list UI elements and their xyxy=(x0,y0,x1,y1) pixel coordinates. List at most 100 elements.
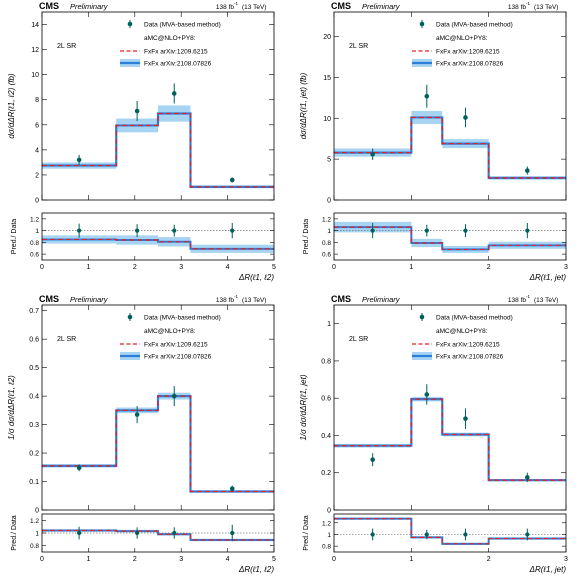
legend-fxfx2-label: FxFx arXiv:2108.07826 xyxy=(144,61,212,68)
legend-fxfx2-label: FxFx arXiv:2108.07826 xyxy=(144,354,212,361)
ratio-data-point xyxy=(525,532,530,537)
y-tick-label: 20 xyxy=(323,34,331,41)
preliminary-label: Preliminary xyxy=(70,295,109,304)
cms-label: CMS xyxy=(331,1,351,11)
fxfx-1209-histogram xyxy=(334,398,566,481)
y-tick-label: 0.2 xyxy=(29,451,39,458)
legend-data-marker xyxy=(127,21,133,27)
fxfx-1209-histogram xyxy=(42,112,274,188)
ratio-frame xyxy=(333,212,567,261)
y-tick-label: 0.2 xyxy=(321,470,331,477)
y-axis-label: 1/σ dσ/dΔR(ℓ1, ℓ2) xyxy=(7,375,16,440)
ratio-panel-bottom-right: 0.8 1 1.2 0 1 2 3 Pred./ Data ΔR(ℓ1, jet) xyxy=(303,513,568,574)
data-point xyxy=(370,151,375,157)
ratio-y-tick-label: 1 xyxy=(35,531,39,538)
x-tick-label: 1 xyxy=(409,264,413,271)
ratio-y-axis-label: Pred./ Data xyxy=(11,515,18,551)
plot-frame xyxy=(333,304,567,511)
legend-fxfx1-label: FxFx arXiv:1209.6215 xyxy=(436,342,500,349)
chart-panel-bottom-left: 0 0.1 0.2 0.3 0.4 0.5 0.6 0.7 1/σ dσ/dΔR(ℓ1, ℓ2)… xyxy=(7,294,276,574)
plot-frame xyxy=(333,11,567,201)
plot-frame xyxy=(41,304,275,511)
plot-frame xyxy=(41,11,275,201)
y-tick-label: 14 xyxy=(31,22,39,29)
region-label: 2L SR xyxy=(57,43,76,50)
y-tick-label: 0.7 xyxy=(29,308,39,315)
energy-label: (13 TeV) xyxy=(242,297,266,304)
y-axis-label: dσ/dΔR(ℓ1, ℓ2) (fb) xyxy=(7,73,16,138)
ratio-panel-top-left: 0.6 0.8 1 1.2 0 1 2 3 4 5 Pred./ Data ΔR(ℓ1, ℓ2) xyxy=(11,212,276,282)
ratio-y-tick-label: 1.2 xyxy=(322,216,331,223)
x-tick-label: 0 xyxy=(332,264,336,271)
ratio-data-point xyxy=(135,228,140,233)
x-tick-label: 2 xyxy=(133,556,137,563)
legend-data-marker xyxy=(419,314,425,320)
x-tick-label: 1 xyxy=(86,556,90,563)
ratio-panel-bottom-left: 0.8 1 1.2 0 1 2 3 4 5 Pred./ Data ΔR(ℓ1, ℓ2) xyxy=(11,513,276,574)
y-tick-label: 12 xyxy=(31,47,39,54)
data-point xyxy=(134,412,140,417)
y-tick-label: 6 xyxy=(35,122,39,129)
x-tick-label: 4 xyxy=(226,264,230,271)
ratio-y-axis-label: Pred./ Data xyxy=(11,219,18,255)
x-tick-label: 5 xyxy=(272,264,276,271)
ratio-data-point xyxy=(463,532,468,537)
data-point xyxy=(424,93,430,99)
x-tick-label: 4 xyxy=(226,556,230,563)
legend-fxfx1-label: FxFx arXiv:1209.6215 xyxy=(144,342,208,349)
data-point xyxy=(525,168,530,173)
ratio-frame xyxy=(41,212,275,261)
ratio-data-point xyxy=(230,228,235,233)
ratio-y-tick-label: 1 xyxy=(35,228,39,235)
x-tick-label: 2 xyxy=(487,264,491,271)
lumi-label: 138 fb xyxy=(508,297,526,304)
energy-label: (13 TeV) xyxy=(242,4,266,11)
ratio-y-tick-label: 1 xyxy=(327,532,331,539)
ratio-y-tick-label: 0.6 xyxy=(30,252,39,259)
x-tick-label: 3 xyxy=(564,556,568,563)
energy-label: (13 TeV) xyxy=(534,297,558,304)
data-point xyxy=(171,91,177,96)
y-tick-label: 10 xyxy=(323,116,331,123)
legend-fxfx1-label: FxFx arXiv:1209.6215 xyxy=(436,49,500,56)
x-tick-label: 2 xyxy=(487,556,491,563)
data-point xyxy=(424,392,430,397)
y-tick-label: 2 xyxy=(35,172,39,179)
y-tick-label: 10 xyxy=(31,72,39,79)
cms-label: CMS xyxy=(331,294,351,304)
x-tick-label: 3 xyxy=(179,264,183,271)
legend-generator-label: aMC@NLO+PY8: xyxy=(144,35,196,42)
ratio-data-point xyxy=(77,530,82,536)
ratio-y-tick-label: 0.6 xyxy=(322,252,331,259)
legend-data-label: Data (MVA-based method) xyxy=(436,22,513,29)
legend-data-label: Data (MVA-based method) xyxy=(436,315,513,322)
energy-label: (13 TeV) xyxy=(534,4,558,11)
ratio-y-axis-label: Pred./ Data xyxy=(303,219,310,255)
legend-fxfx2-label: FxFx arXiv:2108.07826 xyxy=(436,61,504,68)
cms-label: CMS xyxy=(39,1,59,11)
legend-generator-label: aMC@NLO+PY8: xyxy=(436,35,488,42)
data-point xyxy=(463,416,468,421)
fxfx-2108-histogram xyxy=(42,112,274,188)
ratio-frame xyxy=(333,513,567,553)
data-point xyxy=(229,177,235,183)
y-tick-label: 0 xyxy=(35,508,39,515)
x-tick-label: 2 xyxy=(133,264,137,271)
region-label: 2L SR xyxy=(349,336,368,343)
y-tick-label: 0.5 xyxy=(29,365,39,372)
ratio-y-tick-label: 0.8 xyxy=(322,544,331,551)
y-axis-label: dσ/dΔR(ℓ1, jet) (fb) xyxy=(299,72,308,139)
lumi-exponent: -1 xyxy=(526,294,530,299)
legend-fxfx2-label: FxFx arXiv:2108.07826 xyxy=(436,354,504,361)
legend-data-label: Data (MVA-based method) xyxy=(144,22,221,29)
ratio-data-point xyxy=(370,532,375,537)
fxfx-2108-histogram xyxy=(334,398,566,482)
y-tick-label: 0.4 xyxy=(29,394,39,401)
ratio-data-point xyxy=(525,228,530,233)
fxfx-1209-histogram xyxy=(334,116,566,179)
y-tick-label: 8 xyxy=(35,97,39,104)
x-axis-label: ΔR(ℓ1, ℓ2) xyxy=(238,565,274,574)
x-axis-label: ΔR(ℓ1, jet) xyxy=(529,565,567,574)
